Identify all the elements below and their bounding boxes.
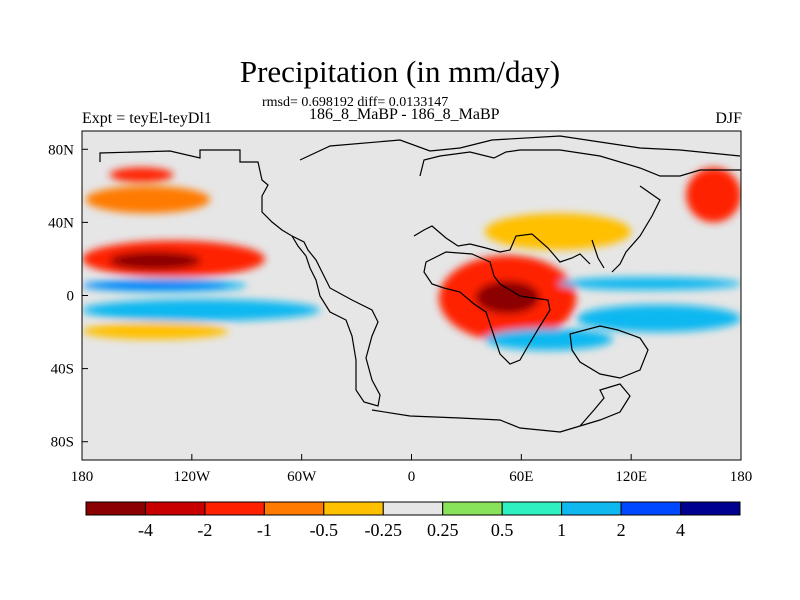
colorbar-label-6: 0.5	[491, 520, 514, 540]
colorbar-label-9: 4	[676, 520, 685, 540]
colorbar-label-8: 2	[617, 520, 626, 540]
precip-region-pacific-north-tropics-core	[109, 251, 201, 270]
coastline-asia	[413, 149, 741, 273]
colorbar-box-5	[382, 501, 444, 516]
precip-region-east-asia-high-lat	[686, 167, 741, 223]
y-tick-label-0: 80N	[48, 142, 74, 158]
precip-region-pacific-south-subtropics	[82, 322, 229, 340]
colorbar-box-3	[263, 501, 325, 516]
precip-region-indian-ocean-tropics	[576, 304, 741, 333]
precip-field-layer	[82, 167, 741, 351]
colorbar-box-2	[204, 501, 265, 516]
colorbar-box-10	[680, 501, 741, 516]
x-tick-label-4: 60E	[509, 469, 533, 485]
precip-region-north-pacific-high-lat	[109, 167, 174, 183]
x-tick-label-0: 180	[71, 469, 94, 485]
precip-region-west-pacific-equator	[557, 277, 741, 291]
colorbar-box-7	[501, 501, 563, 516]
x-tick-label-6: 180	[730, 469, 753, 485]
precip-region-pacific-itcz-core	[82, 282, 229, 289]
colorbar-box-0	[85, 501, 146, 516]
y-tick-label-4: 80S	[51, 435, 74, 451]
precip-region-indian-ocean-south	[484, 328, 613, 351]
precip-region-north-pacific-mid	[85, 185, 211, 214]
colorbar-label-7: 1	[557, 520, 566, 540]
x-tick-label-3: 0	[408, 469, 416, 485]
precip-region-pacific-south-tropics	[82, 299, 320, 322]
colorbar-label-2: -1	[257, 520, 272, 540]
x-tick-label-5: 120E	[615, 469, 647, 485]
x-tick-label-2: 60W	[287, 469, 317, 485]
colorbar-label-4: -0.25	[365, 520, 403, 540]
precip-region-africa-core	[475, 280, 540, 314]
coastline-arctic	[299, 135, 741, 161]
precip-region-asia-mid-lat	[484, 213, 632, 250]
colorbar-label-3: -0.5	[310, 520, 339, 540]
colorbar-box-9	[620, 501, 682, 516]
coastline	[99, 149, 381, 407]
y-tick-label-1: 40N	[48, 215, 74, 231]
coastline-antarctica	[371, 383, 631, 433]
coastline-africa	[423, 251, 551, 365]
colorbar-label-5: 0.25	[427, 520, 459, 540]
x-axis: 180 120W 60W 0 60E 120E 180	[71, 454, 753, 485]
stats-line: rmsd= 0.698192 diff= 0.0133147	[262, 95, 449, 110]
map-background	[82, 131, 741, 460]
colorbar-box-8	[561, 501, 622, 516]
season-label: DJF	[715, 110, 742, 127]
colorbar-label-1: -2	[197, 520, 212, 540]
colorbar-box-4	[323, 501, 384, 516]
colorbar-box-1	[144, 501, 206, 516]
y-axis: 80N 40N 0 40S 80S	[48, 142, 88, 451]
y-tick-label-3: 40S	[51, 362, 74, 378]
period-label: 186_8_MaBP - 186_8_MaBP	[309, 106, 500, 123]
colorbar: -4 -2 -1 -0.5 -0.25 0.25 0.5 1 2 4	[85, 501, 741, 540]
colorbar-label-0: -4	[138, 520, 153, 540]
chart-title: Precipitation (in mm/day)	[239, 54, 561, 89]
coastline-australia	[569, 325, 649, 379]
experiment-label: Expt = teyEl-teyDl1	[82, 110, 212, 127]
x-tick-label-1: 120W	[173, 469, 211, 485]
colorbar-box-6	[442, 501, 503, 516]
y-tick-label-2: 0	[67, 289, 75, 305]
